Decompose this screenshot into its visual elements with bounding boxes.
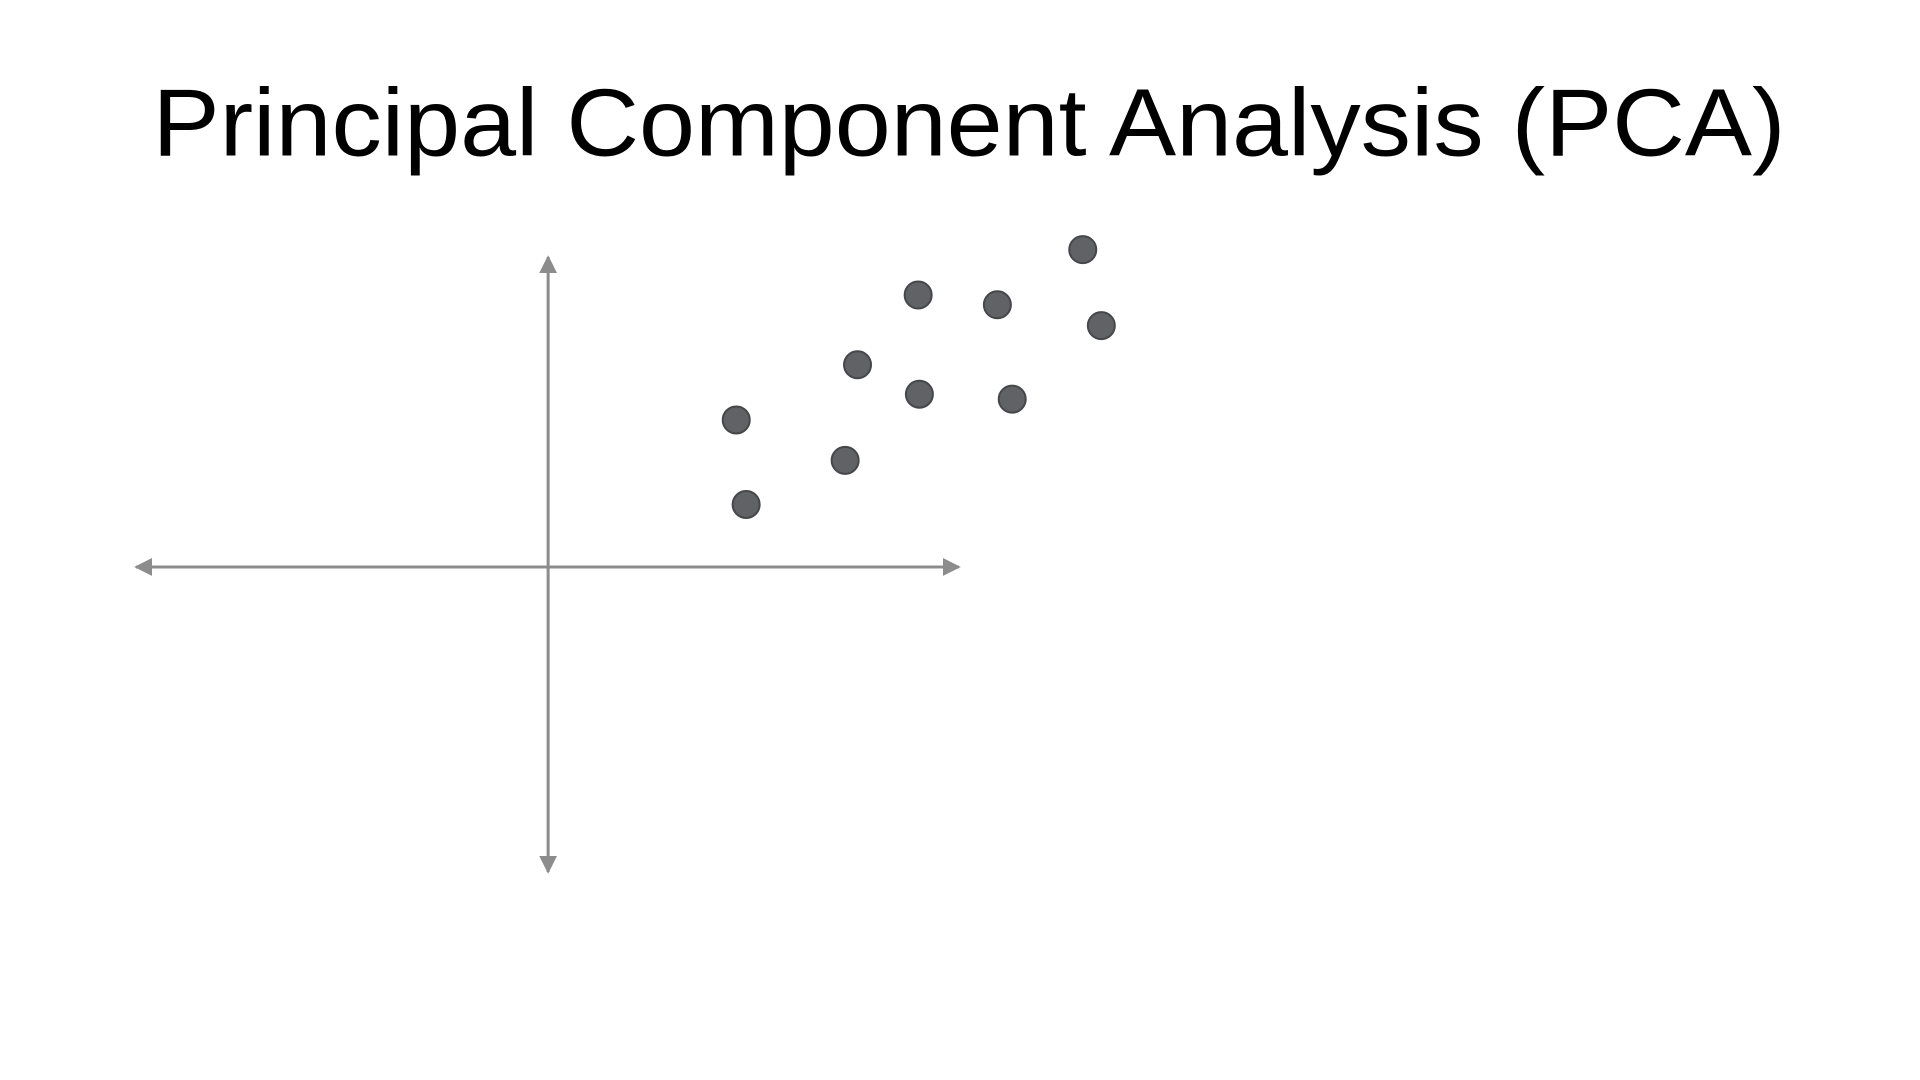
data-point: [1068, 235, 1098, 265]
slide-title: Principal Component Analysis (PCA): [153, 69, 1786, 176]
data-point: [904, 379, 934, 409]
data-point: [843, 350, 873, 380]
data-point: [982, 290, 1012, 320]
data-point: [903, 280, 933, 310]
data-point: [1086, 311, 1116, 341]
data-point: [721, 405, 751, 435]
data-point: [997, 384, 1027, 414]
data-point: [830, 445, 860, 475]
data-point: [731, 489, 761, 519]
